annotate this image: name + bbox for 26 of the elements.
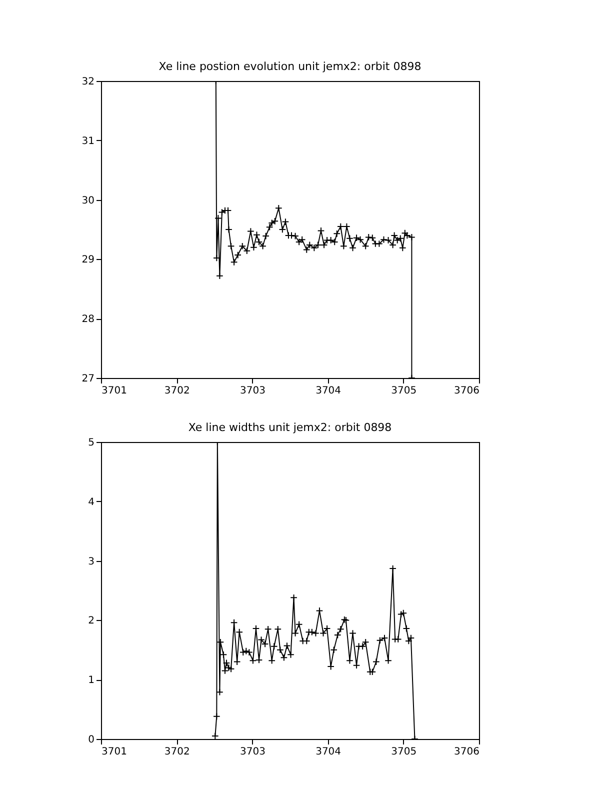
- y-tick-label: 30: [82, 195, 94, 206]
- x-tick-label: 3701: [102, 746, 127, 758]
- y-tick-label: 28: [82, 314, 94, 326]
- y-tick-label: 2: [88, 616, 94, 627]
- x-tick-label: 3701: [102, 386, 127, 396]
- x-tick-label: 3703: [240, 386, 266, 396]
- x-tick-label: 3703: [240, 746, 266, 758]
- y-tick-label: 5: [88, 438, 94, 448]
- y-tick-label: 3: [88, 556, 94, 568]
- y-tick-label: 31: [82, 136, 94, 147]
- x-tick-label: 3705: [391, 746, 417, 758]
- x-tick-label: 3706: [454, 386, 480, 396]
- y-tick-label: 27: [82, 374, 94, 384]
- y-tick-label: 4: [88, 496, 94, 508]
- y-tick-label: 0: [88, 734, 94, 746]
- x-tick-label: 3705: [391, 386, 417, 396]
- y-tick-label: 1: [88, 675, 94, 686]
- x-tick-label: 3702: [164, 386, 190, 396]
- chart-title: Xe line postion evolution unit jemx2: orbit 0898: [158, 60, 422, 73]
- x-tick-label: 3704: [316, 746, 342, 758]
- x-tick-label: 3704: [316, 386, 342, 396]
- x-tick-label: 3702: [164, 746, 190, 758]
- x-tick-label: 3706: [454, 746, 480, 758]
- y-tick-label: 29: [82, 254, 94, 266]
- chart-title: Xe line widths unit jemx2: orbit 0898: [188, 421, 392, 434]
- y-tick-label: 32: [82, 76, 94, 88]
